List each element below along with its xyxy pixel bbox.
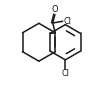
Text: O: O [51,5,58,14]
Text: Cl: Cl [62,17,70,26]
Text: Cl: Cl [61,69,69,78]
